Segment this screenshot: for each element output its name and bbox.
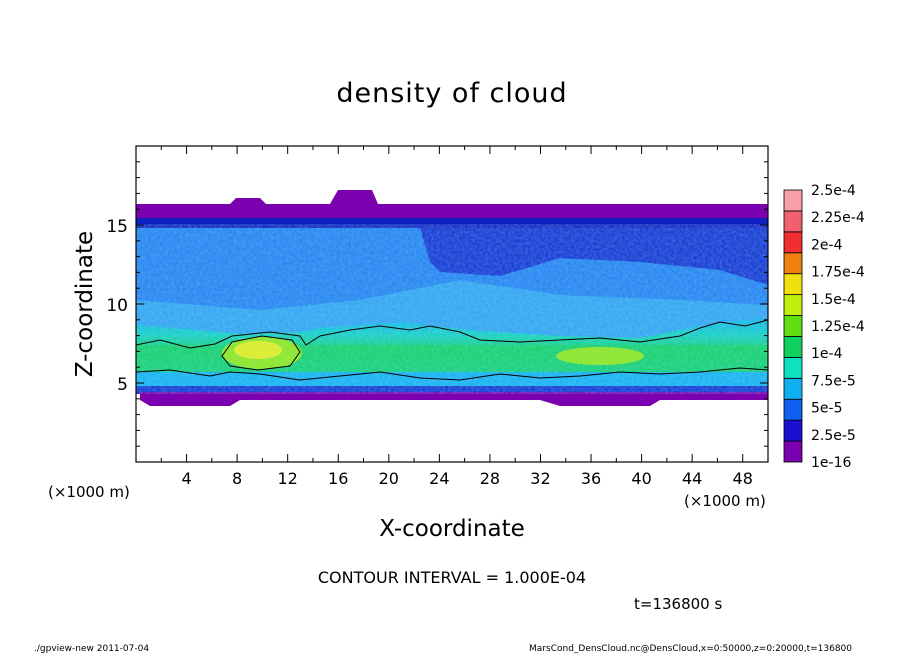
y-tick-label: 5: [117, 375, 128, 395]
cloud-bottom-cap: [140, 392, 768, 406]
contour-line-lower: [136, 367, 768, 381]
colorbar-swatch: [783, 252, 803, 275]
colorbar-label: 1.75e-4: [811, 265, 865, 281]
colorbar-swatch: [783, 440, 803, 463]
colorbar-label: 5e-5: [811, 401, 842, 417]
colorbar-label: 1.5e-4: [811, 292, 856, 308]
colorbar-swatch: [783, 294, 803, 316]
x-axis-ticks: 4 8 12 16 20 24 28 32 36 40 44 48: [160, 146, 753, 488]
x-tick-label: 8: [232, 469, 242, 488]
x-unit-right: (×1000 m): [684, 492, 766, 510]
x-axis-label: X-coordinate: [379, 516, 525, 542]
x-tick-label: 32: [530, 469, 550, 488]
colorbar: 1e-16 2.5e-5 5e-5 7.5e-5 1e-4 1.25e-4 1.5e-4 1.…: [783, 183, 865, 471]
colorbar-label: 2e-4: [811, 237, 843, 253]
x-tick-label: 24: [429, 469, 449, 488]
colorbar-swatch: [783, 231, 803, 254]
footer-right: MarsCond_DensCloud.nc@DensCloud,x=0:5000…: [529, 644, 852, 654]
colorbar-swatch: [783, 398, 803, 421]
x-tick-label: 4: [181, 469, 191, 488]
x-tick-label: 36: [581, 469, 601, 488]
contour-interval-label: CONTOUR INTERVAL = 1.000E-04: [318, 568, 586, 587]
x-unit-left: (×1000 m): [48, 483, 130, 501]
x-tick-label: 48: [733, 469, 753, 488]
y-axis-ticks: 5 10 15: [106, 161, 768, 447]
colorbar-swatch: [783, 356, 803, 379]
contour-line-upper: [136, 319, 768, 349]
colorbar-label: 1e-4: [811, 346, 843, 362]
footer-left: ./gpview-new 2011-07-04: [34, 644, 149, 654]
colorbar-swatch: [783, 189, 803, 212]
x-tick-label: 28: [480, 469, 500, 488]
chart-title: density of cloud: [336, 78, 567, 109]
contour-line-hotspot: [221, 335, 301, 371]
colorbar-swatch: [783, 273, 803, 296]
colorbar-swatch: [783, 210, 803, 233]
time-label: t=136800 s: [634, 595, 722, 613]
colorbar-label: 2.5e-5: [811, 428, 856, 444]
x-tick-label: 12: [278, 469, 298, 488]
x-tick-label: 40: [631, 469, 651, 488]
colorbar-swatch: [783, 336, 803, 358]
cloud-top-cap: [136, 190, 768, 224]
colorbar-label: 2.5e-4: [811, 183, 856, 199]
colorbar-swatch: [783, 377, 803, 400]
y-tick-label: 15: [106, 217, 128, 237]
colorbar-label: 7.5e-5: [811, 373, 856, 389]
x-tick-label: 44: [682, 469, 702, 488]
x-tick-label: 16: [328, 469, 348, 488]
colorbar-label: 1e-16: [811, 455, 851, 471]
colorbar-label: 2.25e-4: [811, 210, 865, 226]
heatmap-field: [136, 190, 768, 406]
y-axis-label: Z-coordinate: [72, 231, 98, 377]
colorbar-swatch: [783, 419, 803, 442]
colorbar-label: 1.25e-4: [811, 319, 865, 335]
colorbar-swatch: [783, 315, 803, 337]
cloud-texture: [136, 224, 768, 394]
y-tick-label: 10: [106, 296, 128, 316]
x-tick-label: 20: [379, 469, 399, 488]
